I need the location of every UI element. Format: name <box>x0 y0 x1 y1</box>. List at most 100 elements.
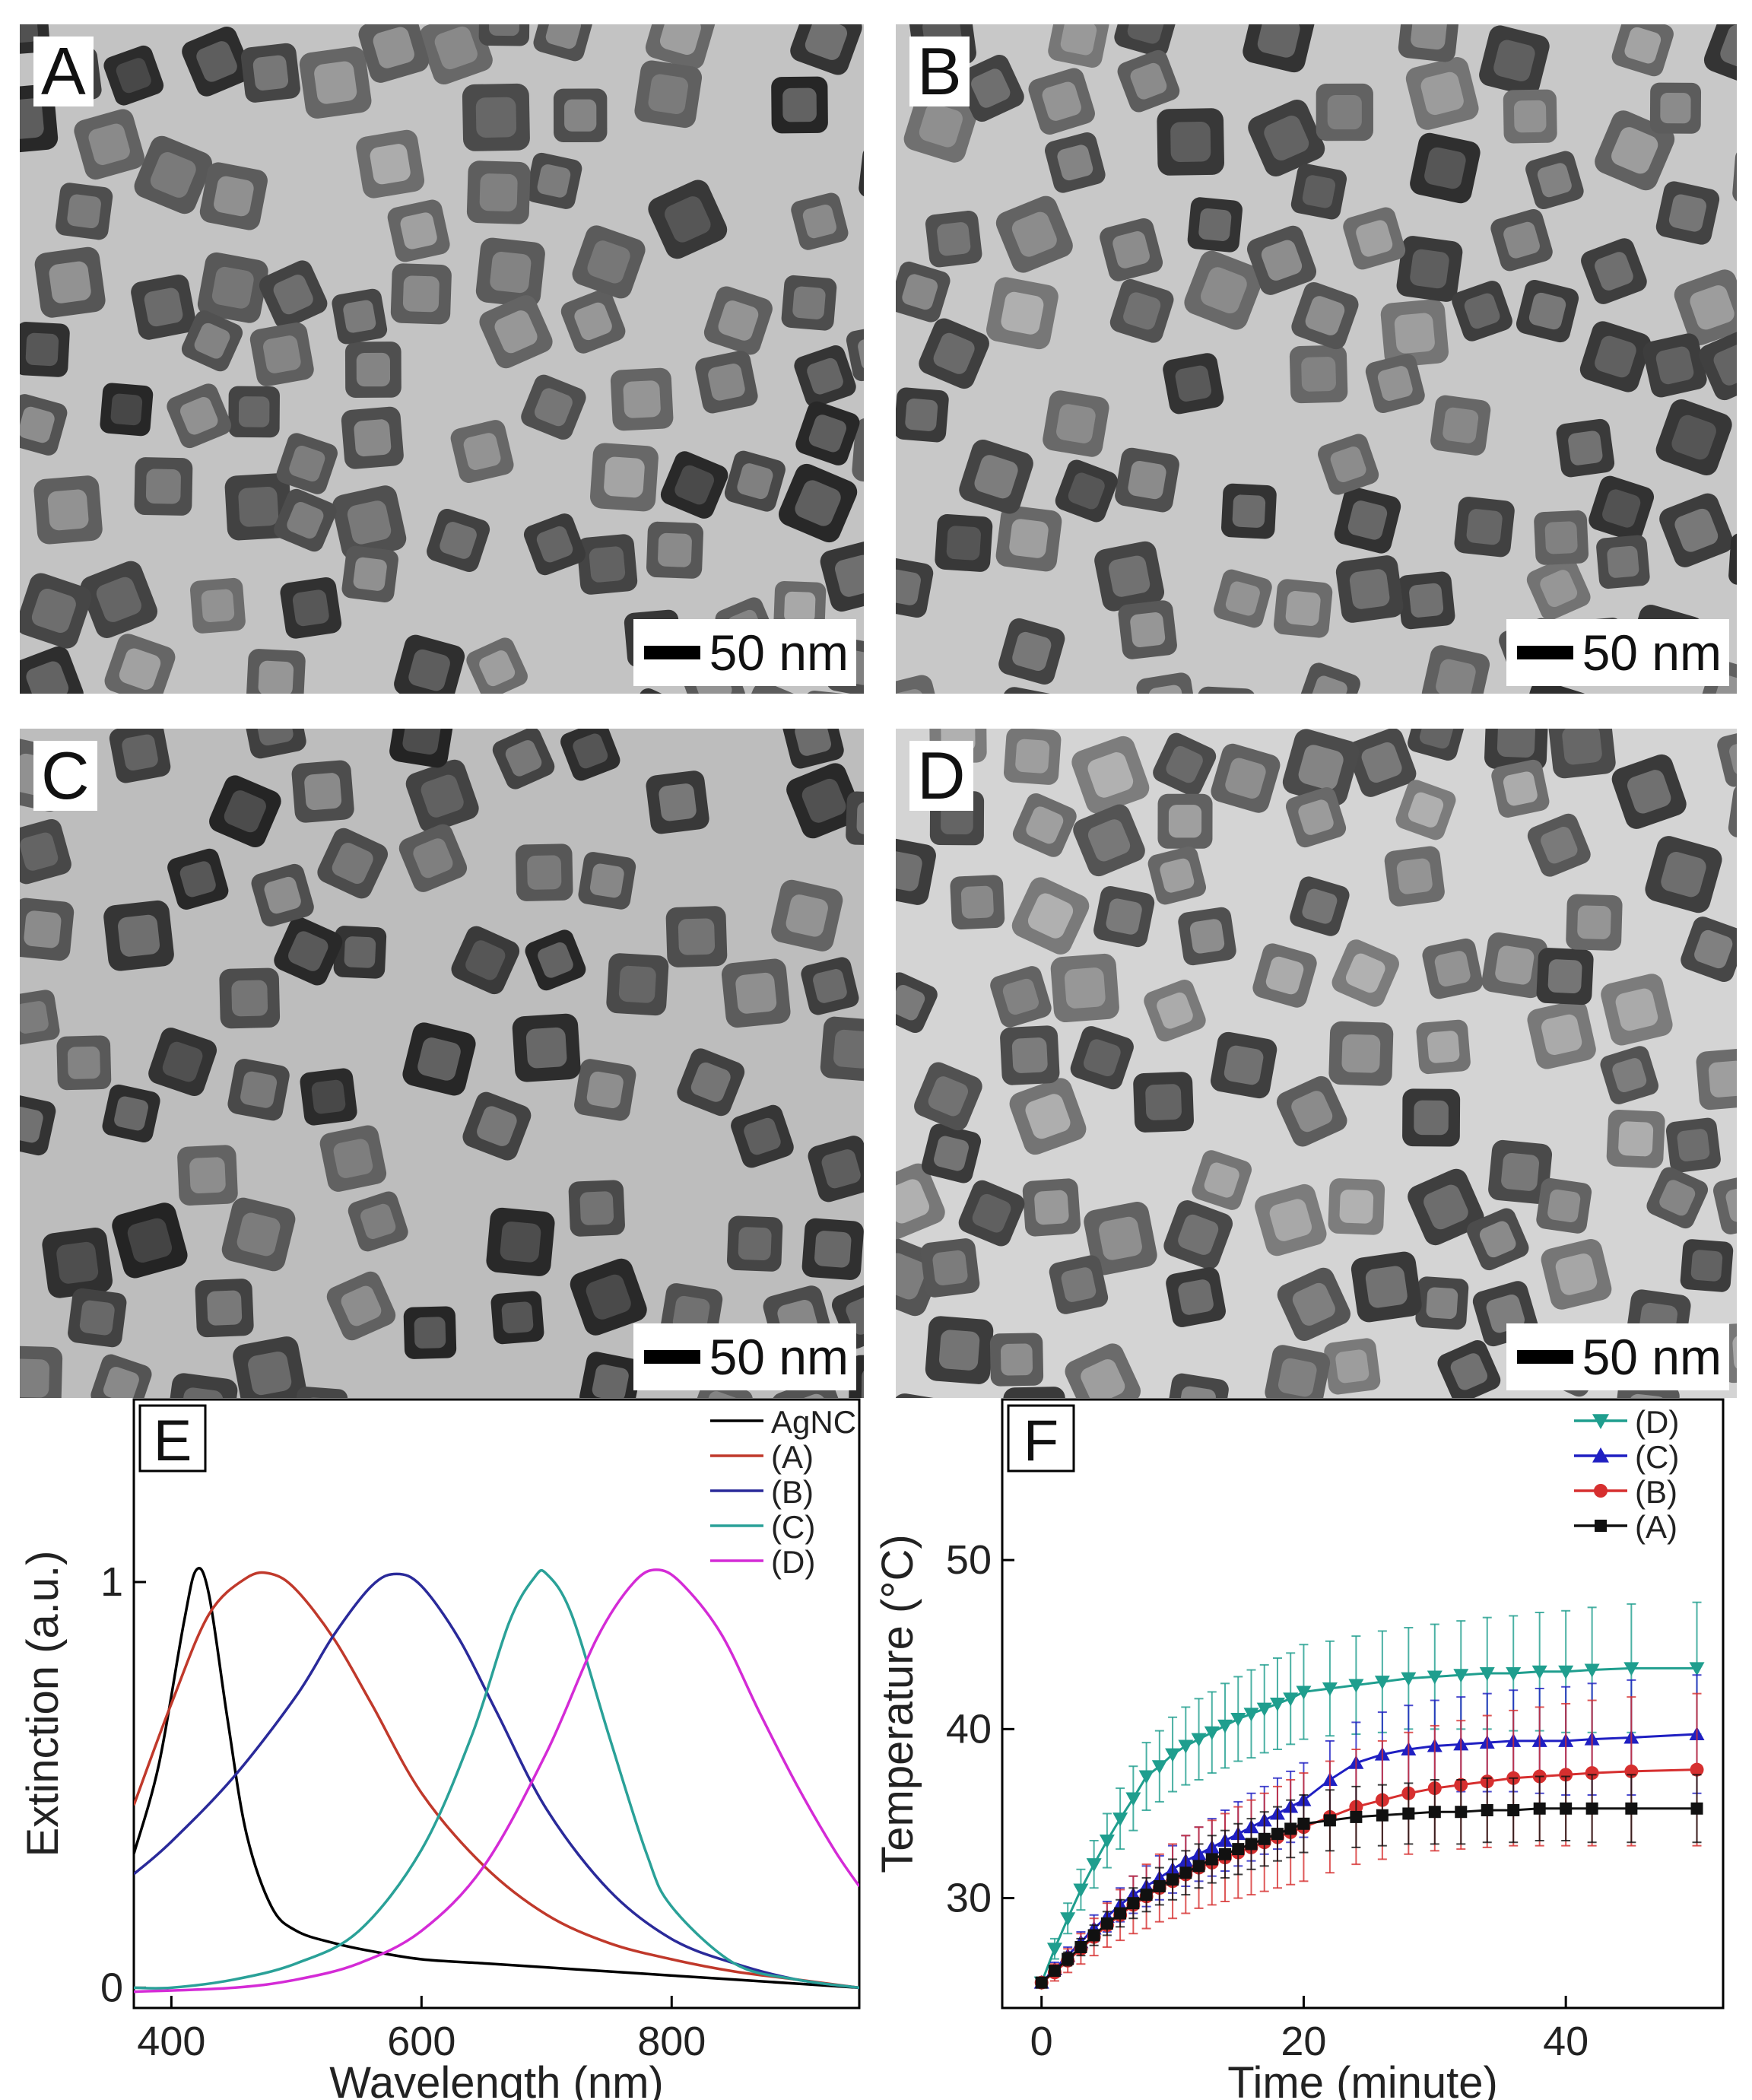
nanocube-core <box>1541 826 1578 864</box>
nanocube-core <box>1112 231 1150 268</box>
nanocube-core <box>972 1193 1011 1233</box>
nanocube-core <box>211 266 254 309</box>
data-point <box>1192 1860 1205 1873</box>
nanocube <box>1396 236 1463 302</box>
nanocube-core <box>1396 858 1433 894</box>
nanocube-core <box>116 58 151 94</box>
legend-marker <box>1594 1484 1608 1498</box>
nanocube-core <box>1002 978 1039 1015</box>
nanocube <box>20 990 60 1045</box>
nanocube <box>1316 83 1373 141</box>
nanocube-core <box>1339 1190 1374 1224</box>
nanocube <box>20 573 92 649</box>
legend-marker <box>1595 1520 1607 1532</box>
nanocube <box>998 618 1065 685</box>
nanocube-core <box>287 501 324 539</box>
plot-series <box>1033 1601 1705 1990</box>
nanocube <box>68 1288 127 1348</box>
legend: (D)(C)(B)(A) <box>1574 1404 1679 1545</box>
nanocube <box>896 972 938 1034</box>
nanocube-core <box>360 1203 396 1240</box>
nanocube <box>1646 1167 1709 1229</box>
nanocube-core <box>414 1317 446 1349</box>
nanocube <box>1566 894 1623 951</box>
nanocube <box>1613 1380 1680 1398</box>
panel-label: E <box>154 1409 192 1473</box>
nanocube <box>525 152 582 209</box>
nanocube-core <box>489 24 520 37</box>
nanocube-core <box>618 965 656 1003</box>
nanocube-core <box>902 274 938 310</box>
nanocube-core <box>1602 489 1641 528</box>
nanocube-core <box>501 1301 534 1334</box>
nanocube <box>478 24 530 46</box>
nanocube-core <box>586 1071 624 1108</box>
nanocube <box>80 561 158 638</box>
nanocube <box>1659 493 1734 567</box>
nanocube-core <box>1001 291 1044 335</box>
y-tick-label: 1 <box>100 1559 123 1605</box>
nanocube-core <box>1034 1190 1069 1225</box>
nanocube-core <box>1612 1058 1647 1093</box>
legend-label: (D) <box>771 1544 815 1580</box>
nanocube-core <box>658 532 692 567</box>
nanocube <box>1252 943 1317 1008</box>
tem-panel-d: D 50 nm <box>896 729 1737 1398</box>
nanocube <box>1022 1178 1081 1237</box>
nanocube-core <box>1365 1266 1408 1308</box>
panel-label-c: C <box>33 741 97 811</box>
panel-label-box <box>138 1404 207 1473</box>
nanocube-core <box>946 526 981 561</box>
nanocube-core <box>505 740 542 777</box>
nanocube <box>20 1094 56 1156</box>
series-4 <box>134 1568 859 1994</box>
nanocube <box>665 906 728 967</box>
nanocube-core <box>1466 509 1503 545</box>
nanocube-core <box>1310 675 1347 694</box>
nanocube <box>1211 743 1281 813</box>
data-point <box>1350 1810 1363 1823</box>
data-point <box>1401 1672 1417 1686</box>
legend: AgNC(A)(B)(C)(D) <box>710 1404 856 1580</box>
nanocube <box>950 875 1005 930</box>
nanocube <box>1335 555 1404 623</box>
nanocube-core <box>150 152 196 198</box>
nanocube-core <box>79 1300 115 1336</box>
nanocube <box>1214 569 1272 628</box>
nanocube-core <box>589 863 624 898</box>
nanocube <box>610 367 674 431</box>
nanocube <box>299 46 372 119</box>
data-point <box>1402 1807 1415 1820</box>
nanocube-core <box>579 1191 614 1225</box>
nanocube-core <box>1659 1180 1696 1216</box>
legend-marker <box>1592 1414 1609 1429</box>
nanocube <box>1491 759 1550 818</box>
nanocube-core <box>937 222 971 256</box>
nanocube-core <box>26 661 69 694</box>
nanocube-core <box>20 832 59 871</box>
nanocube <box>20 322 70 377</box>
nanocube <box>771 1377 849 1398</box>
nanocube <box>1255 1183 1327 1257</box>
nanocube-core <box>354 419 392 457</box>
nanocube <box>576 534 638 595</box>
legend-label: (B) <box>771 1474 814 1510</box>
nanocube-core <box>1087 819 1131 862</box>
nanocube-core <box>400 212 437 249</box>
nanocube-core <box>1264 116 1309 160</box>
nanocube-shell <box>1720 1321 1737 1384</box>
nanocube <box>782 729 844 769</box>
nanocube <box>1277 1267 1351 1342</box>
nanocube-core <box>659 783 697 821</box>
nanocube-core <box>1009 519 1049 558</box>
nanocube <box>332 485 407 560</box>
nanocube-core <box>564 99 597 132</box>
nanocube-core <box>744 1117 781 1155</box>
nanocube-core <box>1690 285 1735 330</box>
nanocube-core <box>1615 988 1658 1031</box>
nanocube-core <box>1292 1282 1335 1326</box>
nanocube <box>578 852 636 910</box>
nanocube-core <box>1708 1060 1737 1098</box>
nanocube <box>341 545 398 603</box>
nanocube-core <box>1201 267 1247 314</box>
